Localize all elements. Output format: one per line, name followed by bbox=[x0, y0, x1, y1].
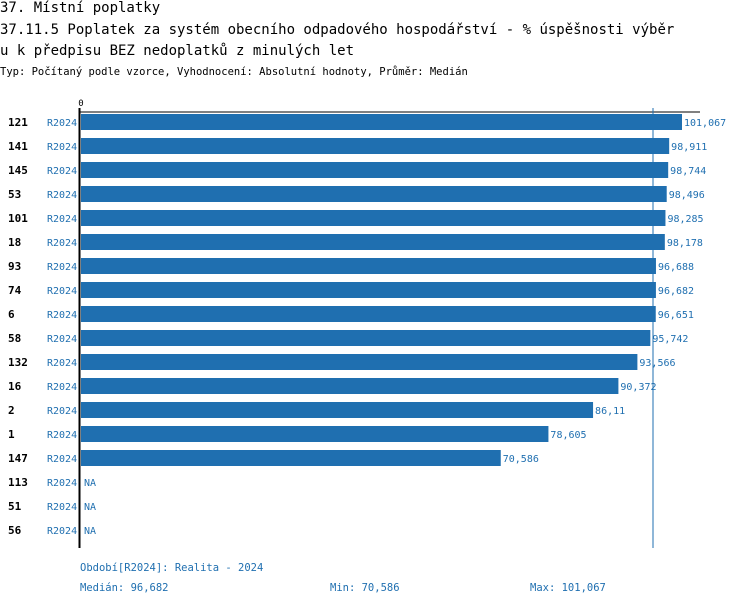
row-period-label: R2024 bbox=[47, 286, 77, 297]
row-id-label: 58 bbox=[8, 332, 21, 345]
row-id-label: 2 bbox=[8, 404, 15, 417]
row-period-label: R2024 bbox=[47, 166, 77, 177]
indicator-title-line1: 37.11.5 Poplatek za systém obecního odpa… bbox=[0, 22, 675, 38]
data-label: NA bbox=[84, 502, 96, 513]
row-period-label: R2024 bbox=[47, 214, 77, 225]
row-period-label: R2024 bbox=[47, 478, 77, 489]
period-legend: Období[R2024]: Realita - 2024 bbox=[80, 562, 264, 574]
data-label: NA bbox=[84, 478, 96, 489]
row-id-label: 1 bbox=[8, 428, 15, 441]
bar bbox=[81, 378, 619, 394]
bar bbox=[81, 354, 638, 370]
bar bbox=[81, 306, 656, 322]
row-period-label: R2024 bbox=[47, 406, 77, 417]
data-label: 98,285 bbox=[667, 214, 703, 225]
row-id-label: 56 bbox=[8, 524, 22, 537]
data-label: 90,372 bbox=[620, 382, 656, 393]
indicator-title-line2: u k předpisu BEZ nedoplatků z minulých l… bbox=[0, 43, 355, 59]
row-period-label: R2024 bbox=[47, 430, 77, 441]
data-label: 96,682 bbox=[658, 286, 694, 297]
chart-subtitle: Typ: Počítaný podle vzorce, Vyhodnocení:… bbox=[0, 66, 468, 78]
row-period-label: R2024 bbox=[47, 334, 77, 345]
min-summary: Min: 70,586 bbox=[330, 582, 400, 594]
axis-zero-label: 0 bbox=[78, 99, 83, 109]
row-id-label: 132 bbox=[8, 356, 28, 369]
data-label: NA bbox=[84, 526, 96, 537]
row-id-label: 18 bbox=[8, 236, 21, 249]
bar bbox=[81, 162, 669, 178]
bar bbox=[81, 330, 651, 346]
row-id-label: 145 bbox=[8, 164, 28, 177]
row-period-label: R2024 bbox=[47, 526, 77, 537]
data-label: 96,651 bbox=[658, 310, 694, 321]
data-label: 96,688 bbox=[658, 262, 694, 273]
data-label: 98,178 bbox=[667, 238, 703, 249]
bar bbox=[81, 186, 667, 202]
data-label: 101,067 bbox=[684, 118, 726, 129]
row-id-label: 74 bbox=[8, 284, 22, 297]
median-summary: Medián: 96,682 bbox=[80, 582, 169, 594]
row-id-label: 113 bbox=[8, 476, 28, 489]
bar bbox=[81, 210, 666, 226]
row-id-label: 53 bbox=[8, 188, 21, 201]
data-label: 86,11 bbox=[595, 406, 625, 417]
data-label: 98,496 bbox=[669, 190, 705, 201]
bar bbox=[81, 114, 682, 130]
row-period-label: R2024 bbox=[47, 310, 77, 321]
bar bbox=[81, 282, 656, 298]
row-id-label: 93 bbox=[8, 260, 21, 273]
section-title: 37. Místní poplatky bbox=[0, 0, 161, 16]
row-id-label: 141 bbox=[8, 140, 28, 153]
bar bbox=[81, 426, 549, 442]
row-period-label: R2024 bbox=[47, 454, 77, 465]
row-id-label: 121 bbox=[8, 116, 28, 129]
bar bbox=[81, 402, 594, 418]
data-label: 78,605 bbox=[550, 430, 586, 441]
row-id-label: 16 bbox=[8, 380, 22, 393]
bar-chart: 0 121 R2024 101,067 141 R2024 98,911 145 R2024 98… bbox=[8, 99, 726, 548]
row-period-label: R2024 bbox=[47, 190, 77, 201]
bar bbox=[81, 234, 665, 250]
row-id-label: 147 bbox=[8, 452, 28, 465]
row-id-label: 101 bbox=[8, 212, 28, 225]
max-summary: Max: 101,067 bbox=[530, 582, 606, 594]
row-period-label: R2024 bbox=[47, 262, 77, 273]
row-id-label: 51 bbox=[8, 500, 22, 513]
data-label: 95,742 bbox=[652, 334, 688, 345]
row-period-label: R2024 bbox=[47, 118, 77, 129]
data-label: 70,586 bbox=[503, 454, 539, 465]
bar bbox=[81, 138, 670, 154]
data-label: 93,566 bbox=[639, 358, 675, 369]
bar bbox=[81, 258, 656, 274]
row-period-label: R2024 bbox=[47, 142, 77, 153]
data-label: 98,911 bbox=[671, 142, 707, 153]
row-id-label: 6 bbox=[8, 308, 15, 321]
row-period-label: R2024 bbox=[47, 382, 77, 393]
row-period-label: R2024 bbox=[47, 502, 77, 513]
data-label: 98,744 bbox=[670, 166, 706, 177]
row-period-label: R2024 bbox=[47, 358, 77, 369]
bar bbox=[81, 450, 501, 466]
row-period-label: R2024 bbox=[47, 238, 77, 249]
